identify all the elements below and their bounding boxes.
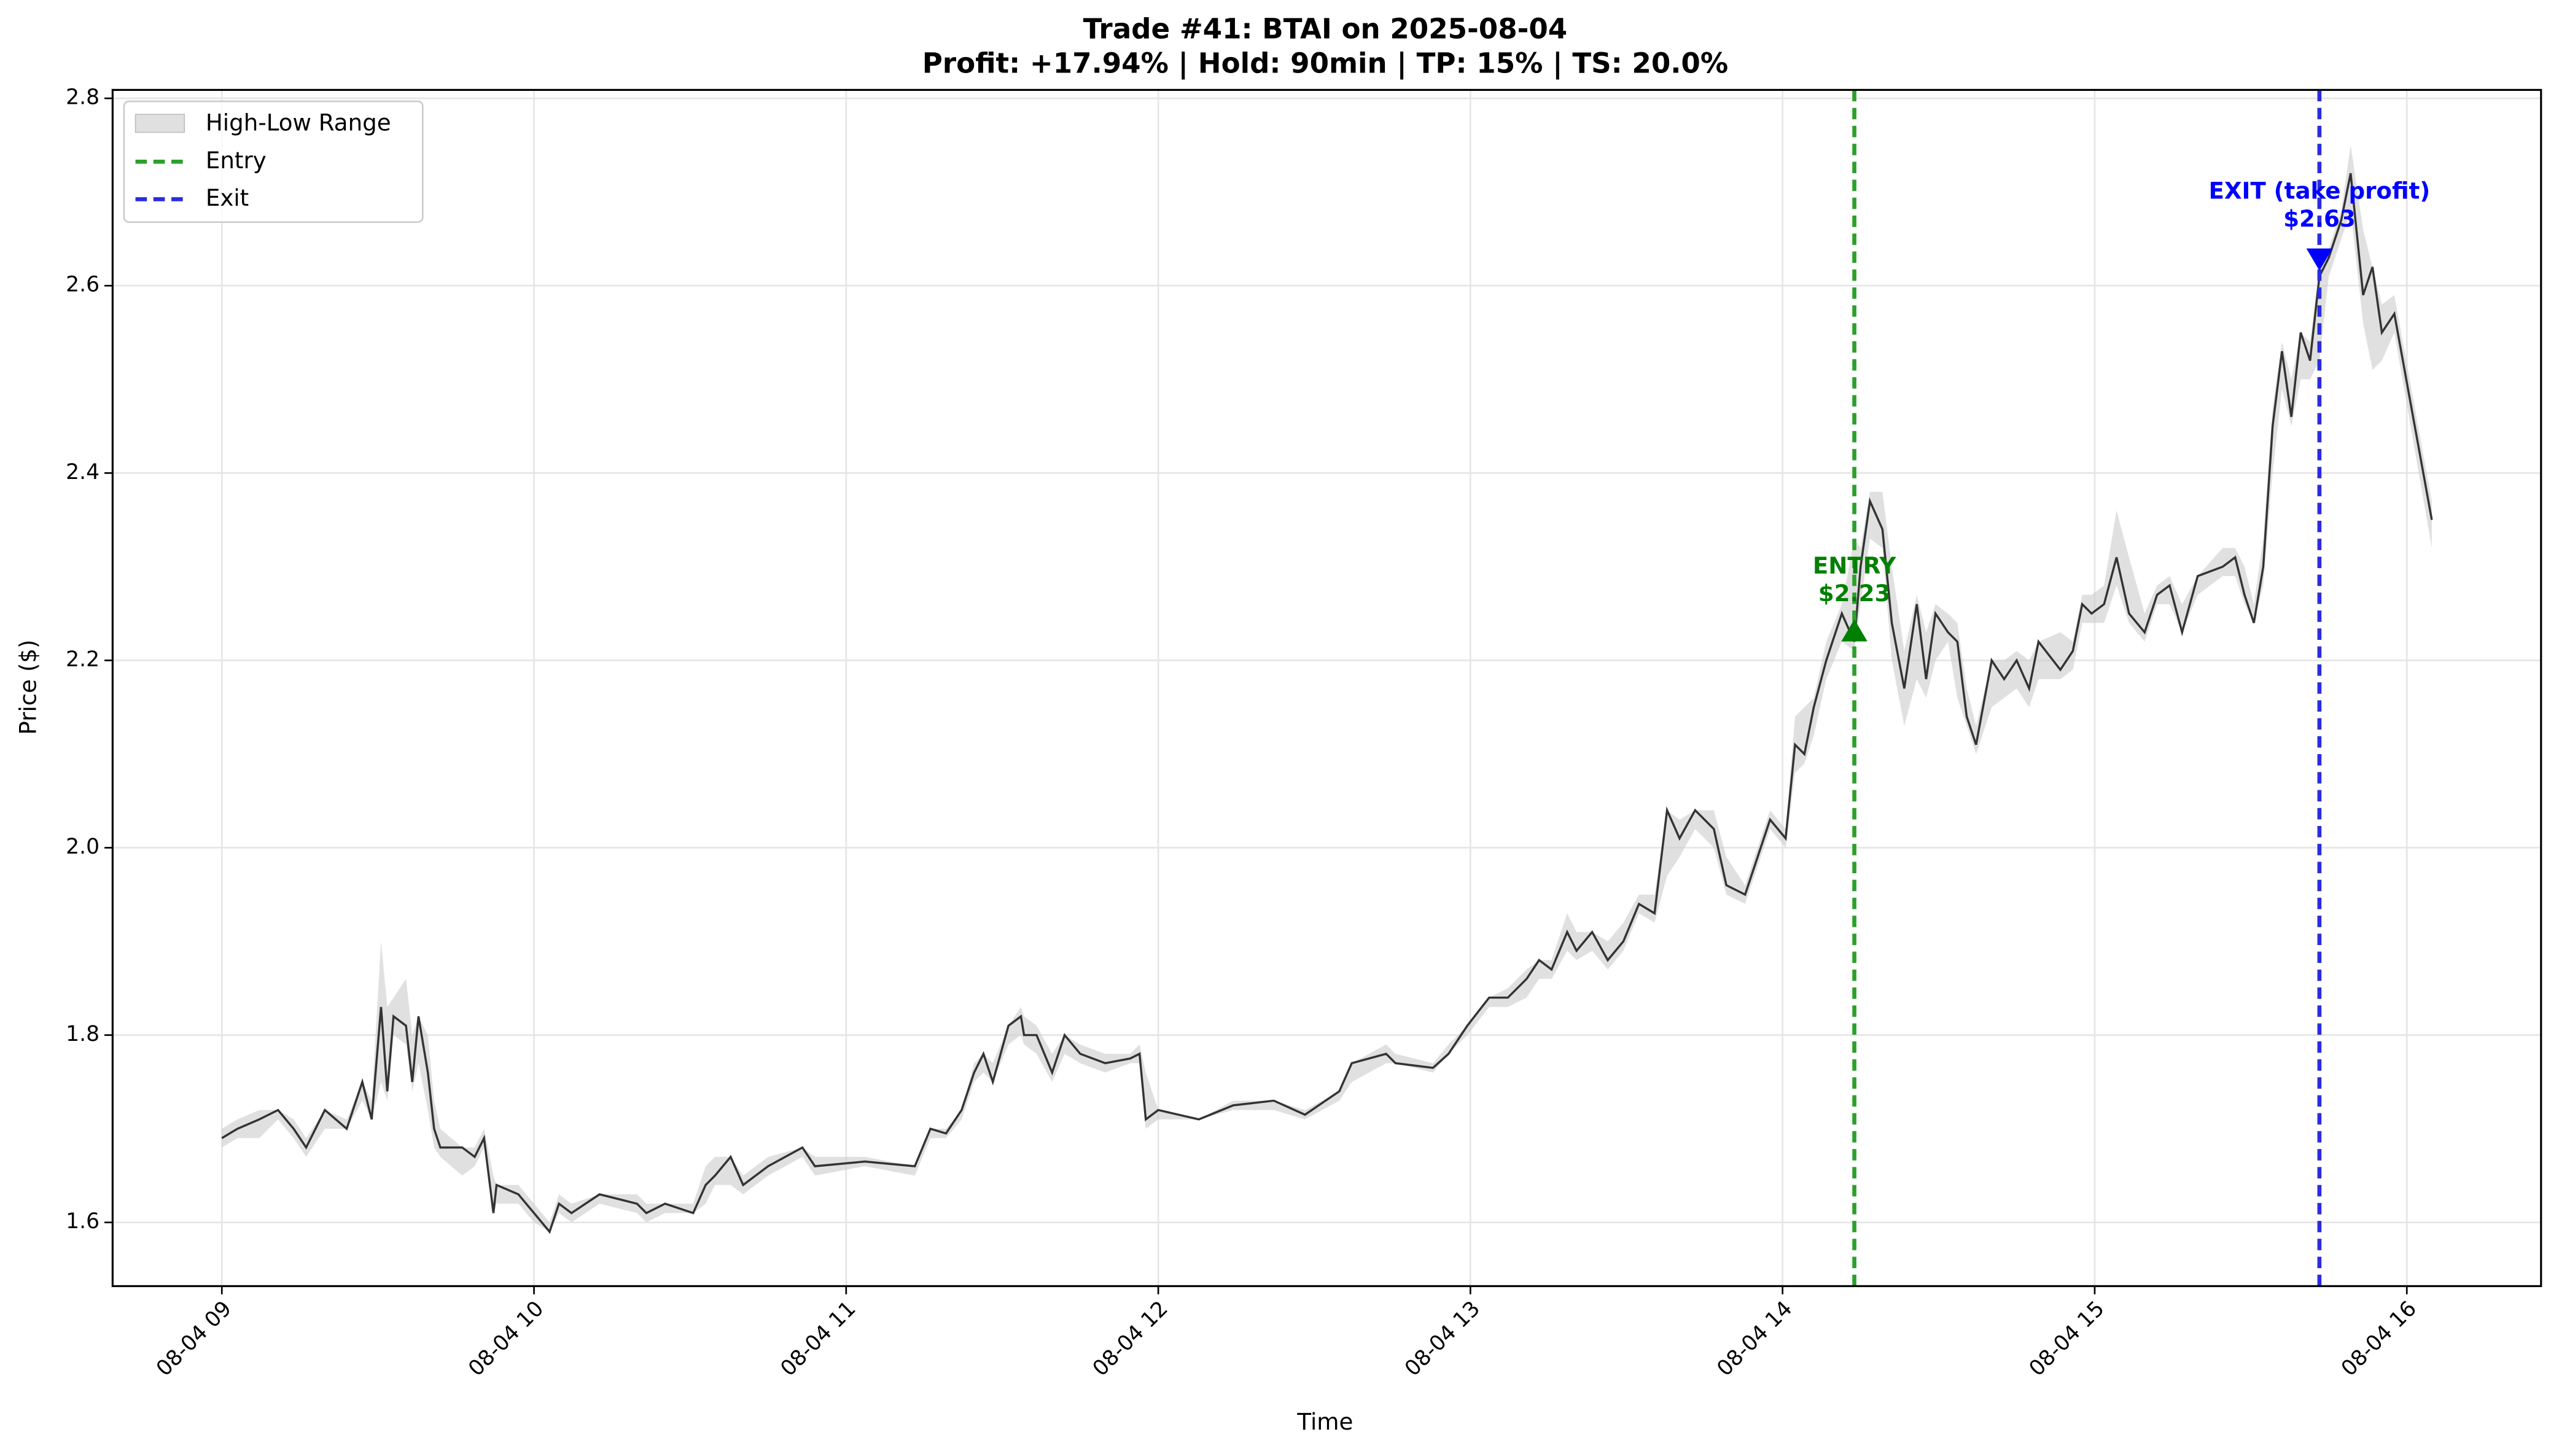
y-axis-label: Price ($)	[14, 639, 41, 734]
chart-title: Trade #41: BTAI on 2025-08-04	[1083, 13, 1568, 45]
event-label: ENTRY	[1813, 552, 1896, 579]
legend-label: Exit	[206, 184, 249, 211]
y-tick-label: 1.8	[66, 1022, 99, 1046]
event-price-label: $2.23	[1818, 580, 1891, 607]
legend-label: Entry	[206, 147, 267, 174]
high-low-band	[222, 145, 2432, 1232]
event-label: EXIT (take profit)	[2208, 177, 2430, 204]
y-tick-label: 1.6	[66, 1209, 99, 1234]
y-tick-label: 2.0	[66, 835, 99, 859]
event-marker	[2306, 248, 2333, 271]
legend-swatch	[134, 114, 185, 133]
price-line	[221, 173, 2433, 1234]
axes-frame	[111, 88, 2542, 1287]
y-tick-label: 2.8	[66, 85, 99, 110]
grid	[112, 90, 2541, 1287]
legend-label: High-Low Range	[206, 109, 391, 136]
plot-area: ENTRY$2.23 EXIT (take profit)$2.63	[221, 90, 2433, 1287]
legend-frame	[123, 100, 424, 223]
event-price-label: $2.63	[2283, 205, 2356, 232]
chart-subtitle: Profit: +17.94% | Hold: 90min | TP: 15% …	[922, 47, 1728, 80]
legend: High-Low Range Entry Exit	[123, 100, 424, 223]
y-tick-label: 2.4	[66, 460, 99, 485]
x-axis-label: Time	[1296, 1408, 1353, 1435]
event-marker	[1841, 619, 1868, 642]
y-tick-label: 2.2	[66, 647, 99, 672]
y-tick-label: 2.6	[66, 273, 99, 297]
